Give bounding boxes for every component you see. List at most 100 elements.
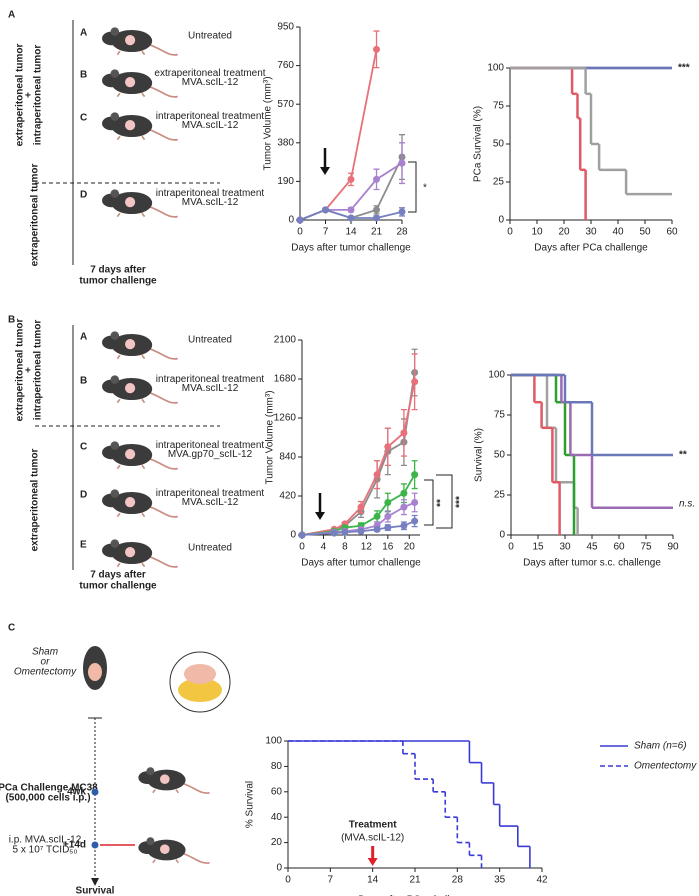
treatment-time: +14d [63,840,86,851]
treatment-label: MVA.scIL-12 [182,197,239,208]
data-point [398,208,406,216]
treatment-note: (MVA.scIL-12) [341,833,404,844]
x-tick-label: 14 [345,227,357,238]
mouse-icon [138,767,210,794]
sig-label: *** [455,496,466,508]
y-tick-label: 40 [271,812,283,823]
y-tick-label: 0 [499,530,505,541]
mouse-tail [148,43,178,56]
mouse-icon [102,331,178,360]
treatment-label: MVA.scIL-12 [182,77,239,88]
x-tick-label: 0 [297,227,303,238]
data-point [330,529,338,537]
x-tick-label: 28 [452,875,464,886]
surgery-label: Sham [32,647,58,658]
tumor [160,844,170,854]
side-label: + [24,367,35,373]
x-tick-label: 15 [532,542,544,553]
tumor [125,77,136,88]
y-tick-label: 0 [276,863,282,874]
mouse-tail [148,391,178,404]
y-tick-label: 840 [279,452,296,463]
surgery-label: Omentectomy [14,667,77,678]
y-tick-label: 380 [277,137,294,148]
mouse-feet [116,50,146,56]
x-axis-label: Days after tumor s.c. challenge [523,558,661,569]
y-axis-label: % Survival [245,781,256,828]
treatment-label: extraperitoneal treatment [154,68,265,79]
mouse-icon [102,27,178,56]
sig-label: *** [678,63,690,74]
x-tick-label: 45 [586,542,598,553]
mouse-ear [110,331,120,340]
mouse-tail [148,85,178,98]
group-letter: C [80,113,87,124]
treatment-label: MVA.scIL-12 [182,497,239,508]
data-point [373,214,380,222]
mouse-icon [102,189,178,218]
y-tick-label: 570 [277,99,294,110]
treatment-label: MVA.scIL-12 [182,120,239,131]
y-tick-label: 20 [271,837,283,848]
group-letter: B [80,70,87,81]
mouse-feet [116,562,146,568]
group-letter: D [80,490,87,501]
y-tick-label: 80 [271,761,283,772]
x-tick-label: 35 [494,875,506,886]
treatment-label: MVA.scIL-12 [182,383,239,394]
y-tick-label: 760 [277,60,294,71]
sig-label: * [423,183,427,194]
tumor [125,547,136,558]
treatment-label: intraperitoneal treatment [156,488,265,499]
x-tick-label: 7 [328,875,334,886]
x-tick-label: 0 [299,542,305,553]
treatment-label: intraperitoneal treatment [156,111,265,122]
mouse-feet [116,512,146,518]
mouse-icon [102,441,178,470]
mouse-tail [148,457,178,470]
footer-label: tumor challenge [79,276,157,287]
footer-label: 7 days after [90,265,146,276]
y-tick-label: 25 [494,490,506,501]
x-tick-label: 4 [321,542,327,553]
treatment-label: Untreated [188,335,232,346]
data-point [347,175,355,183]
data-point [384,443,392,451]
x-axis-label: Days after tumor challenge [291,243,411,254]
y-tick-label: 0 [498,215,504,226]
data-point [411,517,419,525]
data-point [411,471,419,479]
mouse-tail [148,205,178,218]
mouse-ear [110,189,120,198]
side-label: extraperitoneal tumor [30,448,41,551]
mouse-ear [110,489,120,498]
panel-letter: A [8,10,15,21]
data-point [411,378,419,386]
group-letter: C [80,442,87,453]
panel-letter: C [8,623,15,634]
side-label: extraperitoneal tumor [15,318,26,421]
treatment-label: intraperitoneal treatment [156,440,265,451]
footer-label: 7 days after [90,570,146,581]
data-point [400,489,408,497]
arrow-head [367,858,378,866]
data-point [400,503,408,511]
mouse-feet [116,398,146,404]
x-tick-label: 42 [536,875,548,886]
y-tick-label: 100 [488,370,505,381]
mouse-feet [116,92,146,98]
y-tick-label: 420 [279,491,296,502]
mouse-feet [152,789,180,794]
legend-label: Omentectomy (n=10) [634,761,699,772]
y-tick-label: 190 [277,176,294,187]
data-point [298,531,306,539]
x-tick-label: 90 [667,542,679,553]
x-tick-label: 21 [371,227,383,238]
data-point [373,512,381,520]
y-tick-label: 2100 [274,335,297,346]
data-point [357,527,365,535]
x-tick-label: 10 [531,227,543,238]
y-tick-label: 1260 [274,413,297,424]
data-point [373,45,380,53]
y-tick-label: 75 [494,410,506,421]
